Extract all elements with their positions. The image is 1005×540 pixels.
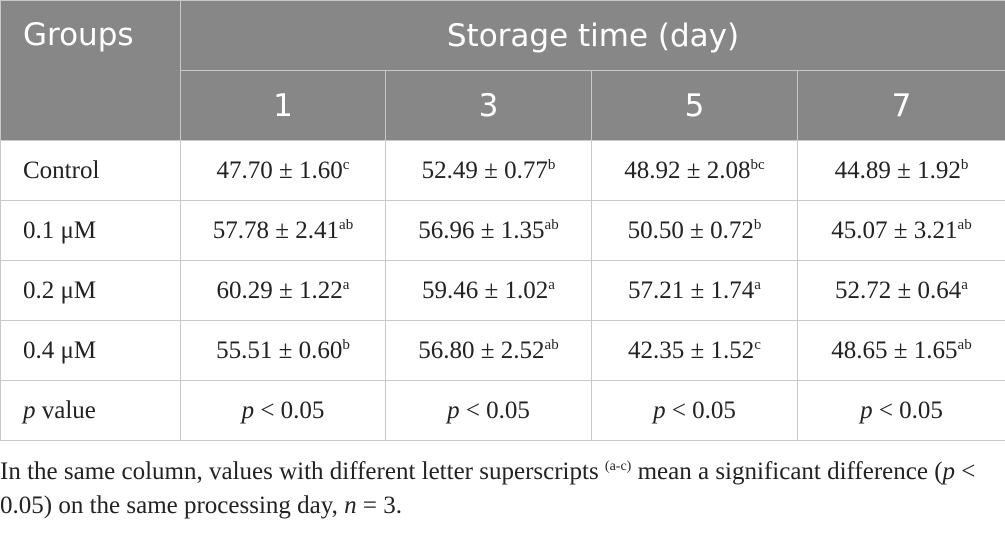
cell-value: 55.51 ± 0.60	[216, 336, 343, 364]
group-cell: 0.2 μM	[0, 260, 181, 321]
group-cell: 0.4 μM	[0, 320, 181, 381]
value-cell: 59.46 ± 1.02a	[385, 260, 592, 321]
value-cell: 47.70 ± 1.60c	[180, 140, 386, 201]
p-italic: p	[447, 396, 460, 424]
cell-value: 56.96 ± 1.35	[418, 216, 545, 244]
cell-value: 57.21 ± 1.74	[628, 276, 755, 304]
cell-superscript: bc	[750, 156, 765, 173]
cell-superscript: c	[754, 336, 761, 353]
cell-superscript: a	[754, 276, 761, 293]
footnote-text: mean a significant difference (	[637, 458, 943, 485]
footnote-text: = 3.	[362, 492, 402, 519]
cell-superscript: ab	[957, 336, 972, 353]
body-row: 0.4 μM 55.51 ± 0.60b 56.80 ± 2.52ab 42.35 ±…	[0, 320, 1005, 381]
cell-value: 45.07 ± 3.21	[831, 216, 958, 244]
storage-header: Storage time (day)	[180, 0, 1005, 71]
p-label-rest: value	[41, 396, 96, 424]
cell-superscript: a	[342, 276, 350, 293]
cell-superscript: a	[548, 276, 555, 293]
cell-superscript: b	[753, 216, 762, 233]
p-rest: < 0.05	[465, 396, 530, 424]
day-header: 5	[591, 70, 798, 141]
cell-superscript: ab	[544, 216, 559, 233]
footnote-italic: p	[942, 458, 956, 485]
cell-superscript: b	[547, 156, 556, 173]
p-label-cell: p value	[0, 380, 181, 441]
header-row: Groups Storage time (day)	[0, 0, 1005, 141]
day-header: 7	[797, 70, 1005, 141]
day-header: 1	[180, 70, 386, 141]
p-italic: p	[23, 396, 36, 424]
p-italic: p	[653, 396, 666, 424]
p-cell: p < 0.05	[385, 380, 592, 441]
cell-value: 44.89 ± 1.92	[834, 156, 961, 184]
p-cell: p < 0.05	[797, 380, 1005, 441]
cell-value: 48.92 ± 2.08	[624, 156, 751, 184]
cell-value: 50.50 ± 0.72	[627, 216, 754, 244]
day-header: 3	[385, 70, 592, 141]
value-cell: 52.72 ± 0.64a	[797, 260, 1005, 321]
cell-superscript: a	[961, 276, 968, 293]
cell-superscript: ab	[544, 336, 559, 353]
footnote-sup: (a-c)	[604, 459, 632, 474]
value-cell: 55.51 ± 0.60b	[180, 320, 386, 381]
cell-value: 57.78 ± 2.41	[212, 216, 340, 244]
groups-header: Groups	[0, 0, 181, 141]
value-cell: 44.89 ± 1.92b	[797, 140, 1005, 201]
footnote-text: In the same column, values with differen…	[0, 458, 599, 485]
cell-value: 52.72 ± 0.64	[835, 276, 962, 304]
p-row: p value p < 0.05 p < 0.05 p < 0.05 p < 0.05	[0, 380, 1005, 441]
value-cell: 42.35 ± 1.52c	[591, 320, 798, 381]
p-rest: < 0.05	[878, 396, 943, 424]
value-cell: 52.49 ± 0.77b	[385, 140, 592, 201]
cell-superscript: ab	[957, 216, 972, 233]
p-italic: p	[241, 396, 255, 424]
body-row: Control 47.70 ± 1.60c 52.49 ± 0.77b 48.92 ±…	[0, 140, 1005, 201]
group-cell: Control	[0, 140, 181, 201]
value-cell: 45.07 ± 3.21ab	[797, 200, 1005, 261]
cell-value: 56.80 ± 2.52	[418, 336, 545, 364]
footnote: In the same column, values with differen…	[0, 455, 1003, 523]
cell-value: 47.70 ± 1.60	[216, 156, 343, 184]
value-cell: 57.78 ± 2.41ab	[180, 200, 386, 261]
footnote-text: < 0.05) on the same processing day,	[0, 458, 976, 519]
p-cell: p < 0.05	[180, 380, 386, 441]
cell-superscript: b	[960, 156, 969, 173]
value-cell: 48.92 ± 2.08bc	[591, 140, 798, 201]
body-row: 0.1 μM 57.78 ± 2.41ab 56.96 ± 1.35ab 50.50 …	[0, 200, 1005, 261]
footnote-italic: n	[344, 492, 357, 519]
cell-superscript: ab	[339, 216, 354, 233]
value-cell: 50.50 ± 0.72b	[591, 200, 798, 261]
value-cell: 60.29 ± 1.22a	[180, 260, 386, 321]
cell-value: 59.46 ± 1.02	[422, 276, 549, 304]
p-italic: p	[860, 396, 873, 424]
group-cell: 0.1 μM	[0, 200, 181, 261]
cell-value: 52.49 ± 0.77	[421, 156, 548, 184]
value-cell: 56.80 ± 2.52ab	[385, 320, 592, 381]
value-cell: 56.96 ± 1.35ab	[385, 200, 592, 261]
table-body: Control 47.70 ± 1.60c 52.49 ± 0.77b 48.92 ±…	[0, 140, 1005, 441]
p-rest: < 0.05	[671, 396, 736, 424]
body-row: 0.2 μM 60.29 ± 1.22a 59.46 ± 1.02a 57.21 ± …	[0, 260, 1005, 321]
p-cell: p < 0.05	[591, 380, 798, 441]
cell-value: 60.29 ± 1.22	[216, 276, 343, 304]
cell-value: 48.65 ± 1.65	[831, 336, 958, 364]
cell-superscript: c	[342, 156, 350, 173]
value-cell: 48.65 ± 1.65ab	[797, 320, 1005, 381]
p-rest: < 0.05	[260, 396, 325, 424]
cell-superscript: b	[342, 336, 350, 353]
cell-value: 42.35 ± 1.52	[628, 336, 755, 364]
value-cell: 57.21 ± 1.74a	[591, 260, 798, 321]
